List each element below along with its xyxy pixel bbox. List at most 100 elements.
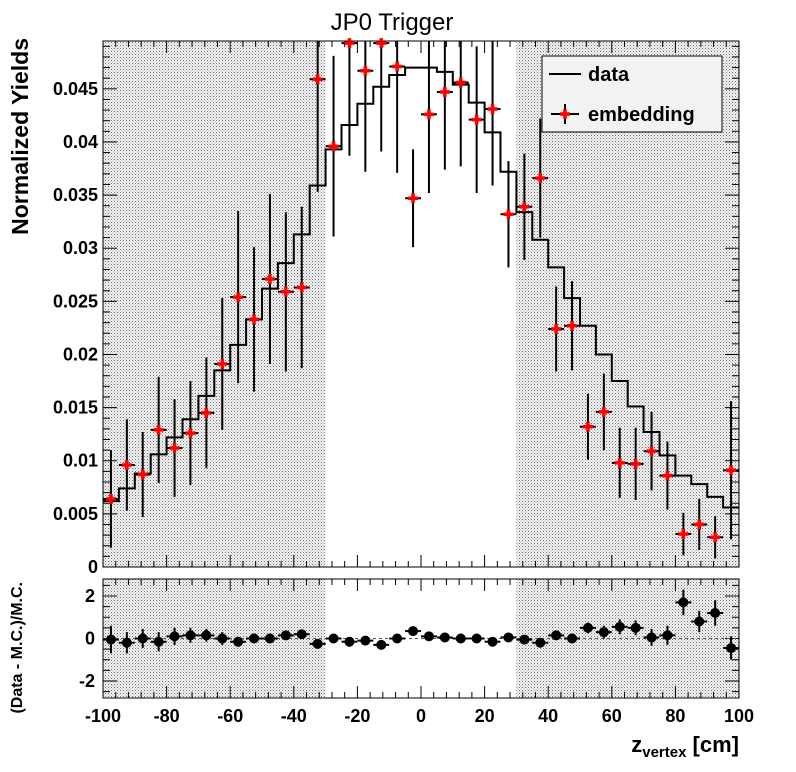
ratio-point <box>405 626 421 637</box>
embedding-marker <box>105 493 116 504</box>
ratio-y-tick-label: 2 <box>85 586 95 606</box>
embedding-marker <box>169 442 180 453</box>
ratio-marker <box>105 634 116 645</box>
embedding-marker <box>233 292 244 303</box>
ratio-marker <box>519 634 530 645</box>
embedding-point <box>373 38 390 152</box>
y-tick-label: 0 <box>88 557 98 577</box>
embedding-point <box>198 357 215 469</box>
ratio-marker <box>217 633 228 644</box>
legend: data embedding <box>541 55 723 133</box>
ratio-marker <box>360 635 371 646</box>
embedding-marker <box>598 406 609 417</box>
x-axis-title-sub: vertex <box>642 744 687 761</box>
ratio-point <box>468 633 485 644</box>
ratio-point <box>246 633 262 644</box>
embedding-marker <box>423 109 434 120</box>
embedding-point <box>134 432 151 518</box>
embedding-marker <box>137 469 148 480</box>
embedding-point <box>532 118 549 238</box>
embedding-point <box>262 194 278 365</box>
embedding-marker <box>185 428 196 439</box>
embedding-point <box>468 46 485 193</box>
embedding-point <box>214 298 231 430</box>
ratio-point <box>484 636 501 647</box>
embedding-point <box>691 498 708 550</box>
ratio-point <box>516 634 533 645</box>
embedding-point <box>277 212 294 372</box>
embedding-point <box>500 161 517 268</box>
ratio-marker <box>201 630 212 641</box>
embedding-point <box>484 41 501 186</box>
embedding-marker <box>201 407 212 418</box>
ratio-point <box>103 625 119 654</box>
embedding-point <box>166 399 183 497</box>
ratio-marker <box>137 633 148 644</box>
ratio-point <box>627 620 644 636</box>
embedding-point <box>325 55 342 237</box>
embedding-point <box>548 286 565 372</box>
embedding-point <box>675 512 692 556</box>
ratio-marker <box>439 632 450 643</box>
embedding-point <box>421 41 437 193</box>
ratio-point <box>198 628 215 642</box>
x-tick-label: -80 <box>154 706 180 726</box>
embedding-marker <box>264 274 275 285</box>
ratio-point <box>675 589 692 616</box>
embedding-marker <box>678 529 689 540</box>
ratio-marker <box>503 632 514 643</box>
ratio-plot-panel: -202-100 -80 -60 -40 -20 0 20 40 60 80 100 <box>79 578 754 726</box>
embedding-marker <box>455 77 466 88</box>
embedding-point <box>707 515 724 559</box>
embedding-point <box>118 419 135 511</box>
ratio-point <box>548 630 565 641</box>
ratio-point <box>325 633 342 644</box>
embedding-point <box>659 441 676 510</box>
embedding-point <box>627 427 644 501</box>
x-tick-label: -20 <box>344 706 370 726</box>
x-axis-title-main: z <box>631 732 642 757</box>
ratio-point <box>659 625 676 645</box>
y-tick-label: 0.04 <box>63 132 98 152</box>
ratio-point <box>277 630 294 641</box>
embedding-marker <box>439 87 450 98</box>
x-axis-title: zvertex [cm] <box>631 732 739 761</box>
embedding-point <box>595 373 612 451</box>
ratio-point <box>309 638 326 649</box>
data-histogram-line <box>103 66 739 509</box>
embedding-marker <box>535 173 546 184</box>
embedding-marker <box>503 209 514 220</box>
ratio-marker <box>408 626 419 637</box>
embedding-point <box>182 381 199 486</box>
ratio-marker <box>582 622 593 633</box>
embedding-marker <box>280 286 291 297</box>
ratio-point <box>580 622 596 634</box>
ratio-marker <box>614 621 625 632</box>
ratio-marker <box>726 643 737 654</box>
ratio-marker <box>296 629 307 640</box>
embedding-marker <box>408 193 419 204</box>
ratio-marker <box>185 630 196 641</box>
embedding-point <box>723 401 739 540</box>
ratio-marker <box>630 622 641 633</box>
ratio-y-axis-title: (Data - M.C.)/M.C. <box>9 582 26 714</box>
legend-embedding-label: embedding <box>588 104 695 126</box>
ratio-point <box>230 636 247 647</box>
embedding-marker <box>217 359 228 370</box>
ratio-marker <box>535 637 546 648</box>
embedding-point <box>150 376 167 484</box>
embedding-point <box>357 41 374 172</box>
y-tick-label: 0.035 <box>53 185 98 205</box>
embedding-point <box>246 247 262 392</box>
x-tick-label: -60 <box>217 706 243 726</box>
ratio-point <box>134 628 151 649</box>
ratio-marker <box>678 597 689 608</box>
ratio-marker <box>328 633 339 644</box>
embedding-point <box>564 281 580 371</box>
ratio-point <box>691 610 708 633</box>
ratio-point <box>214 632 231 645</box>
ratio-point <box>723 636 739 660</box>
ratio-marker <box>376 639 387 650</box>
ratio-point <box>611 619 628 635</box>
ratio-marker <box>567 633 578 644</box>
